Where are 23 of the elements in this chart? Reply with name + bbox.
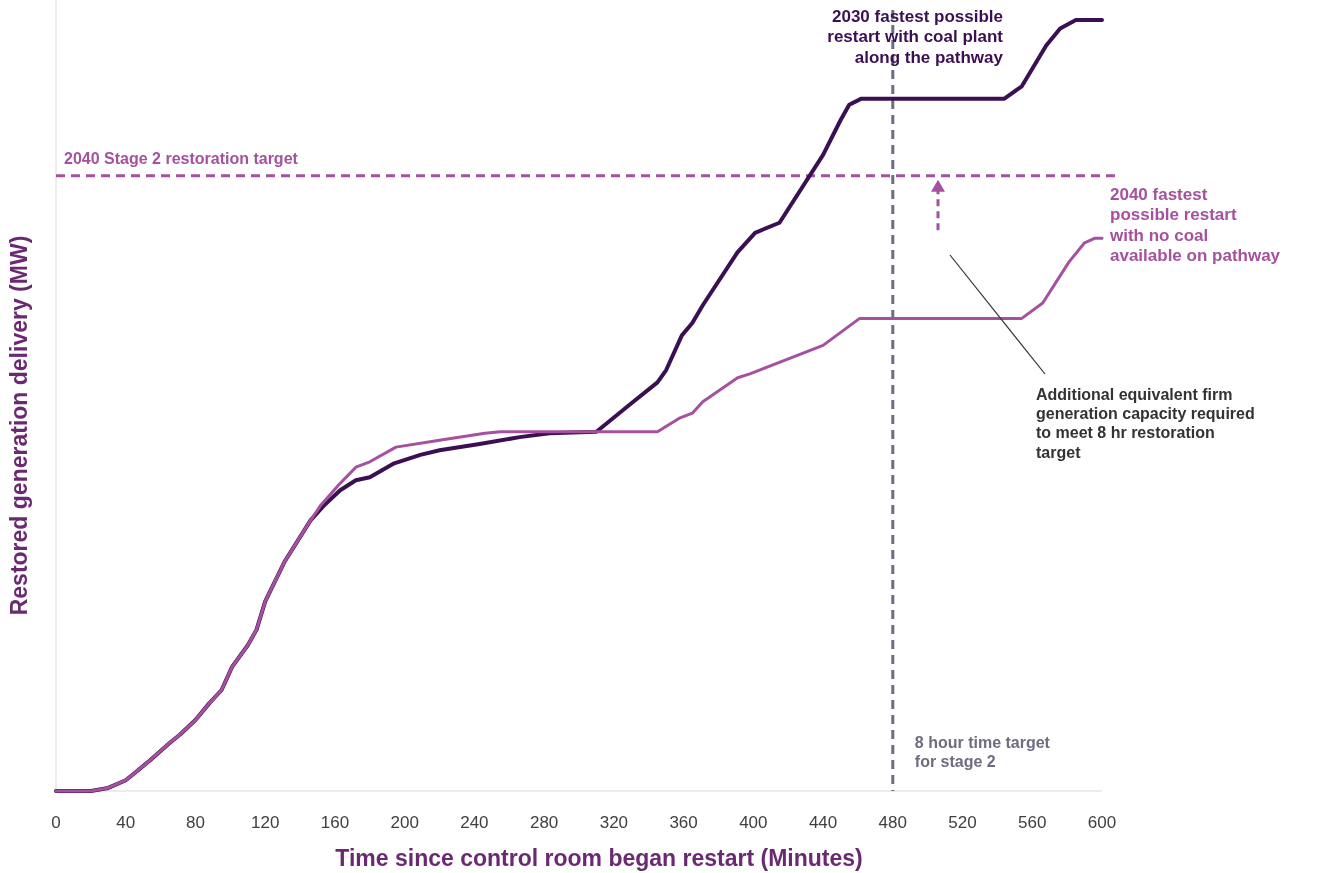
annotation: Additional equivalent firm generation capacity required to meet 8 hr restoration target xyxy=(1036,386,1255,461)
x-tick-label: 520 xyxy=(948,813,977,832)
x-tick-label: 360 xyxy=(669,813,698,832)
x-tick-label: 160 xyxy=(320,813,350,832)
x-tick-label: 200 xyxy=(390,813,419,832)
x-tick-label: 80 xyxy=(186,813,205,832)
ref-line-label: 2040 Stage 2 restoration target xyxy=(64,149,299,167)
x-axis-title: Time since control room began restart (Minutes) xyxy=(335,845,863,871)
x-tick-label: 40 xyxy=(116,813,136,832)
y-axis-title: Restored generation delivery (MW) xyxy=(6,235,32,616)
x-tick-label: 320 xyxy=(599,813,629,832)
x-tick-label: 400 xyxy=(739,813,768,832)
series-label: 2040 fastest possible restart with no coal available on pathway xyxy=(1109,185,1281,266)
x-tick-label: 0 xyxy=(51,813,61,832)
x-tick-label: 480 xyxy=(878,813,907,832)
x-tick-label: 600 xyxy=(1087,813,1117,832)
x-tick-label: 120 xyxy=(251,813,280,832)
x-tick-label: 280 xyxy=(529,813,559,832)
x-tick-label: 240 xyxy=(460,813,489,832)
ref-line-label: 8 hour time target for stage 2 xyxy=(914,734,1051,771)
x-tick-label: 440 xyxy=(808,813,838,832)
series-label: 2030 fastest possible restart with coal plant along the pathway xyxy=(827,7,1004,67)
x-tick-label: 560 xyxy=(1018,813,1047,832)
